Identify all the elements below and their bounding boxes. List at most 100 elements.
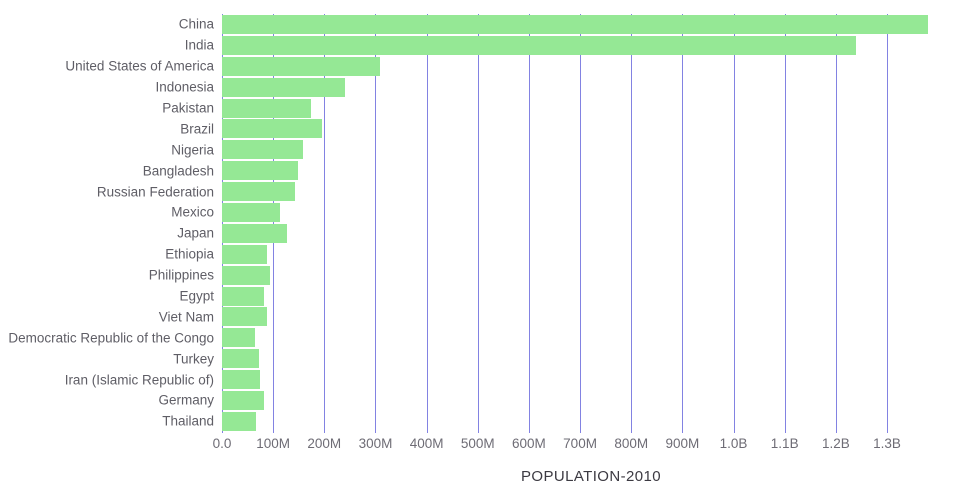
bar-row: Iran (Islamic Republic of) [0,369,960,390]
bar-track [222,244,960,265]
population-bar [222,35,857,55]
category-label: Indonesia [155,79,214,95]
category-label: Thailand [162,413,214,429]
gridline [375,14,377,433]
bar-track [222,160,960,181]
x-tick-label: 800M [614,436,649,451]
population-bar [222,370,260,390]
bar-row: Mexico [0,202,960,223]
category-label: Iran (Islamic Republic of) [64,372,214,388]
x-tick-label: 600M [512,436,546,451]
population-bar [222,182,296,202]
bar-row: Viet Nam [0,306,960,327]
category-label-cell: Pakistan [0,98,222,119]
gridline [426,14,428,433]
bar-row: Germany [0,390,960,411]
category-label-cell: Mexico [0,202,222,223]
bar-track [222,35,960,56]
x-tick-label: 0.0 [212,436,232,451]
population-bar [222,223,288,243]
gridline [682,14,684,433]
gridline [784,14,786,433]
gridline [580,14,582,433]
category-label-cell: Brazil [0,118,222,139]
category-label: Nigeria [171,142,214,158]
category-label-cell: Russian Federation [0,181,222,202]
category-label: Brazil [180,121,214,137]
population-bar [222,307,267,327]
gridline [887,14,888,433]
category-label-cell: Germany [0,390,222,411]
bar-row: Japan [0,223,960,244]
x-tick-label: 700M [563,436,597,451]
population-bar [222,77,345,97]
population-bar [222,286,264,306]
category-label: United States of America [65,58,214,74]
bar-track [222,139,960,160]
category-label: Democratic Republic of the Congo [8,330,214,346]
gridline [273,14,275,433]
population-bar [222,203,281,223]
bar-track [222,181,960,202]
bar-track [222,98,960,119]
category-label-cell: Japan [0,223,222,244]
bar-track [222,77,960,98]
bar-track [222,286,960,307]
category-label: Egypt [179,288,214,304]
bar-row: Philippines [0,265,960,286]
category-label-cell: Iran (Islamic Republic of) [0,369,222,390]
x-tick-label: 500M [460,436,495,451]
population-bar [222,349,259,369]
bar-track [222,327,960,348]
category-label-cell: United States of America [0,56,222,77]
bar-row: Egypt [0,286,960,307]
category-label-cell: Egypt [0,286,222,307]
gridline [324,14,326,433]
x-tick-label: 1.2B [821,436,850,451]
bar-track [222,369,960,390]
bar-track [222,202,960,223]
bar-track [222,411,960,432]
bar-track [222,56,960,77]
bar-track [222,306,960,327]
x-tick-label: 100M [256,436,291,451]
population-bar [222,244,267,264]
x-tick-label: 1.0B [719,436,748,451]
population-bar [222,98,311,118]
population-bar [222,140,303,160]
category-label: Pakistan [162,100,214,116]
bar-track [222,14,960,35]
bar-row: Bangladesh [0,160,960,181]
category-label: Ethiopia [165,246,214,262]
population-bar [222,119,322,139]
category-label-cell: Turkey [0,348,222,369]
bar-row: Nigeria [0,139,960,160]
category-label-cell: China [0,14,222,35]
x-tick-label: 1.1B [770,436,799,451]
bar-row: Indonesia [0,77,960,98]
category-label: Philippines [148,267,214,283]
category-label: Japan [177,225,214,241]
category-label: China [178,16,214,32]
category-label-cell: Viet Nam [0,306,222,327]
bar-row: Ethiopia [0,244,960,265]
x-tick-label: 900M [665,436,700,451]
category-label-cell: Philippines [0,265,222,286]
population-bar [222,56,381,76]
category-label: Turkey [173,351,214,367]
category-label-cell: Democratic Republic of the Congo [0,327,222,348]
category-label: Russian Federation [96,184,214,200]
bar-row: Brazil [0,118,960,139]
bar-row: Russian Federation [0,181,960,202]
gridlines-layer [222,14,960,433]
bar-row: Pakistan [0,98,960,119]
population-bar [222,161,299,181]
category-label: Bangladesh [142,163,214,179]
population-bar [222,265,270,285]
category-label: Viet Nam [158,309,214,325]
bar-row: India [0,35,960,56]
x-axis-title: POPULATION-2010 [521,468,661,485]
category-label: India [184,37,214,53]
bar-rows: China India United States of America Indone… [0,14,960,432]
